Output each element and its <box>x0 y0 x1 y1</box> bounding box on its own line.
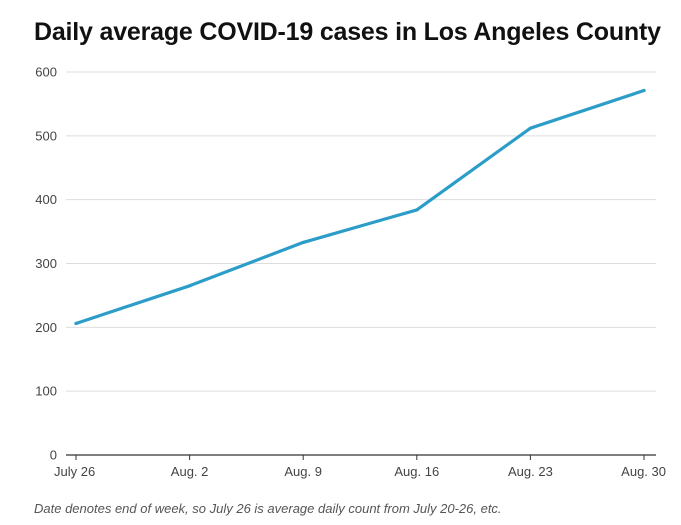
y-tick-label: 600 <box>35 65 57 80</box>
x-tick-label: Aug. 30 <box>621 464 666 479</box>
series-lines <box>74 88 646 326</box>
data-point <box>642 88 646 93</box>
x-axis-tick-labels: July 26 Aug. 2 Aug. 9 Aug. 16 Aug. 23 Aug. 30 <box>54 455 666 479</box>
data-point <box>415 208 419 212</box>
data-point <box>528 126 533 130</box>
data-point <box>301 240 305 245</box>
y-tick-label: 300 <box>35 256 57 271</box>
data-point <box>74 321 78 326</box>
x-tick-label: July 26 <box>54 464 95 479</box>
y-tick-label: 500 <box>35 128 57 143</box>
y-tick-label: 100 <box>35 384 57 399</box>
data-point <box>188 284 192 288</box>
x-tick-label: Aug. 2 <box>171 464 209 479</box>
chart-footnote: Date denotes end of week, so July 26 is … <box>34 501 502 516</box>
y-tick-label: 0 <box>50 448 57 463</box>
x-tick-label: Aug. 16 <box>394 464 439 479</box>
chart-title: Daily average COVID-19 cases in Los Ange… <box>34 18 661 46</box>
x-tick-label: Aug. 9 <box>284 464 322 479</box>
y-tick-label: 400 <box>35 192 57 207</box>
gridlines <box>66 71 656 456</box>
series-line <box>74 88 646 326</box>
y-axis-tick-labels: 0 100 200 300 400 500 600 <box>35 65 57 463</box>
x-tick-label: Aug. 23 <box>508 464 553 479</box>
y-tick-label: 200 <box>35 320 57 335</box>
